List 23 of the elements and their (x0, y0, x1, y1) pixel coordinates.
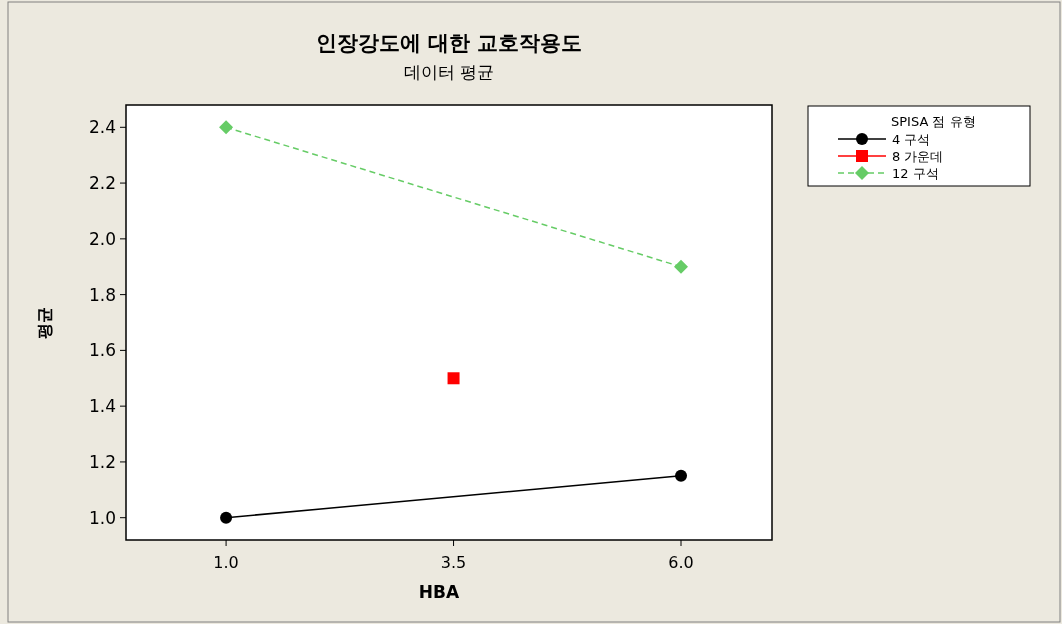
chart-title: 인장강도에 대한 교호작용도 (315, 31, 583, 55)
y-tick-label: 1.6 (88, 340, 116, 361)
legend-label: 8 가운데 (892, 149, 944, 164)
legend-label: 4 구석 (892, 132, 931, 147)
y-tick-label: 1.0 (88, 507, 116, 528)
y-tick-label: 2.4 (88, 117, 116, 138)
x-tick-label: 6.0 (668, 553, 694, 572)
y-tick-label: 2.0 (88, 228, 116, 249)
point (674, 259, 689, 274)
y-tick-label: 1.4 (88, 396, 116, 417)
y-tick-label: 1.8 (88, 284, 116, 305)
x-tick-label: 3.5 (440, 553, 467, 572)
y-tick-label: 2.2 (88, 173, 116, 194)
y-tick-label: 1.2 (88, 451, 116, 472)
chart-subtitle: 데이터 평균 (403, 62, 495, 82)
y-axis-title: 평균 (35, 306, 54, 339)
x-axis-title: HBA (418, 582, 461, 602)
legend-title: SPISA 점 유형 (891, 114, 976, 129)
legend-label: 12 구석 (892, 166, 939, 181)
point (219, 120, 234, 135)
x-tick-label: 1.0 (213, 553, 239, 572)
point (220, 511, 233, 524)
point (675, 469, 688, 482)
